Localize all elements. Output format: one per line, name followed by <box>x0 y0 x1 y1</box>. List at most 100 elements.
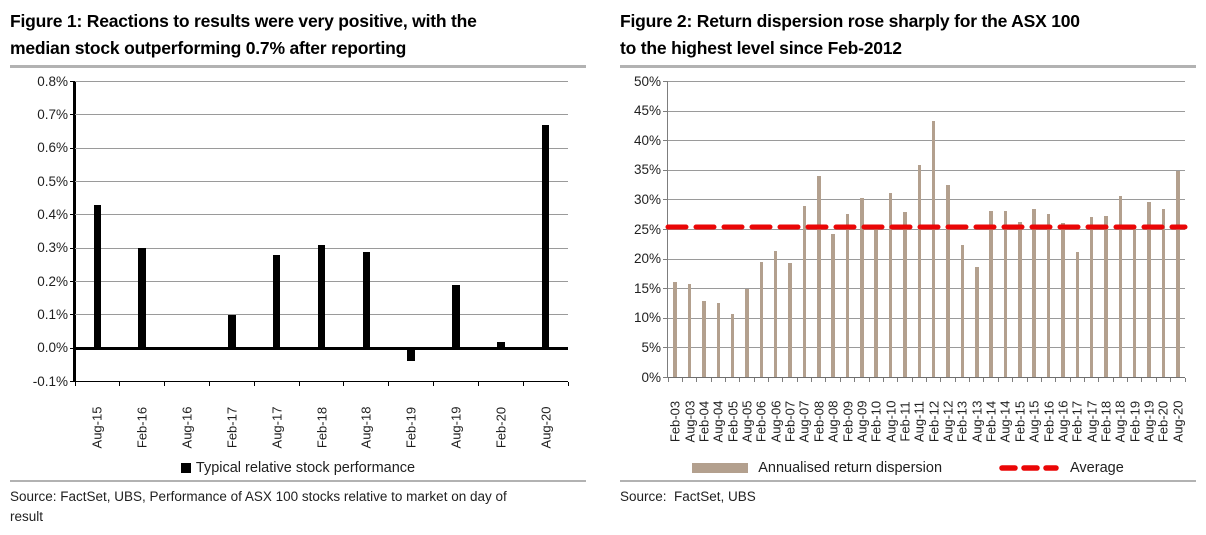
x-tick-mark <box>1026 377 1028 382</box>
x-tick-label: Aug-03 <box>682 400 698 442</box>
figure1-title: Figure 1: Reactions to results were very… <box>10 11 477 58</box>
y-tick-label: 0.3% <box>37 240 68 256</box>
x-tick-mark <box>1098 377 1100 382</box>
x-tick-label: Feb-18 <box>314 406 329 448</box>
x-tick-mark <box>782 377 784 382</box>
x-tick-label: Aug-06 <box>768 400 784 442</box>
figure1-foot-rule <box>10 479 586 482</box>
x-tick-label: Feb-06 <box>753 400 769 442</box>
bar-Aug-18 <box>362 251 371 349</box>
gridline <box>668 258 1185 260</box>
x-tick-label: Feb-20 <box>1155 400 1171 442</box>
x-tick-mark <box>681 377 683 382</box>
x-tick-label: Feb-19 <box>1127 400 1143 442</box>
figure2-chart: 50% 45% 40% 35% 30% 25% 20% 15% 10% 5% 0% Feb-03 Aug… <box>634 74 1196 450</box>
x-tick-label: Aug-19 <box>448 406 464 448</box>
y-tick-mark <box>663 258 668 260</box>
y-tick-label: -0.1% <box>32 373 68 389</box>
bar-Feb-12 <box>931 121 936 378</box>
x-tick-mark <box>164 381 166 386</box>
bar-Feb-06 <box>759 262 764 378</box>
bar-Feb-19 <box>1132 227 1137 378</box>
y-tick-mark <box>70 314 75 316</box>
y-tick-label: 5% <box>641 339 661 355</box>
y-tick-mark <box>663 347 668 349</box>
legend-swatch-bar <box>692 462 749 473</box>
legend-label-average: Average <box>1070 459 1124 476</box>
x-tick-mark <box>839 377 841 382</box>
x-tick-mark <box>710 377 712 382</box>
bar-Feb-05 <box>730 314 735 378</box>
legend-label: Typical relative stock performance <box>195 459 416 476</box>
x-tick-mark <box>1083 377 1085 382</box>
gridline <box>668 317 1185 319</box>
y-tick-mark <box>663 288 668 290</box>
bar-Feb-18 <box>1104 215 1108 378</box>
y-tick-label: 30% <box>633 191 661 207</box>
y-tick-mark <box>663 110 668 112</box>
x-tick-label: Feb-04 <box>696 400 712 442</box>
x-tick-mark <box>724 377 726 382</box>
bar-Aug-07 <box>802 205 807 378</box>
bar-Aug-03 <box>687 283 692 378</box>
legend-swatch-average-dash <box>999 464 1059 471</box>
bar-Aug-20 <box>541 124 550 349</box>
bar-Aug-18 <box>1118 196 1123 378</box>
y-tick-mark <box>70 347 75 349</box>
x-tick-mark <box>911 377 913 382</box>
bar-Feb-07 <box>788 263 792 378</box>
figure2-legend: Annualised return dispersion Average <box>620 458 1196 478</box>
x-tick-mark <box>477 381 479 386</box>
y-tick-label: 25% <box>633 221 661 237</box>
x-tick-label: Aug-15 <box>1026 400 1042 442</box>
bar-Aug-19 <box>452 284 460 349</box>
gridline <box>75 147 568 149</box>
x-tick-mark <box>997 377 999 382</box>
y-tick-label: 0.1% <box>37 306 68 322</box>
x-tick-label: Feb-09 <box>840 400 855 442</box>
x-tick-label: Feb-17 <box>224 406 240 448</box>
y-tick-mark <box>663 169 668 171</box>
figure1-chart: 0.8% 0.7% 0.6% 0.5% 0.4% 0.3% 0.2% 0.1% 0.0% -0.1… <box>33 74 586 454</box>
y-tick-mark <box>70 281 75 282</box>
y-tick-label: 20% <box>633 251 661 267</box>
y-tick-mark <box>70 247 75 249</box>
y-tick-mark <box>70 214 75 216</box>
y-tick-label: 0.8% <box>37 73 68 89</box>
x-tick-mark <box>897 377 899 382</box>
x-tick-label: Aug-18 <box>1112 400 1128 442</box>
x-tick-label: Feb-05 <box>725 400 741 442</box>
y-tick-mark <box>663 81 668 82</box>
bar-Aug-05 <box>745 288 749 378</box>
bar-Aug-08 <box>831 233 835 378</box>
x-tick-label: Feb-17 <box>1069 400 1085 442</box>
x-tick-label: Feb-08 <box>811 400 827 442</box>
y-tick-label: 45% <box>633 103 661 119</box>
figure1-plot: 0.8% 0.7% 0.6% 0.5% 0.4% 0.3% 0.2% 0.1% 0.0% -0.1… <box>33 74 569 448</box>
y-tick-label: 40% <box>633 132 661 148</box>
x-tick-label: Aug-17 <box>269 406 285 448</box>
figure2-panel: Figure 2: Return dispersion rose sharply… <box>620 8 1196 507</box>
figure1-legend: Typical relative stock performance <box>10 458 586 478</box>
x-tick-mark <box>1127 377 1129 382</box>
x-tick-mark <box>433 381 435 386</box>
x-tick-mark <box>298 381 300 386</box>
x-tick-mark <box>868 377 870 382</box>
bar-Feb-13 <box>960 245 965 378</box>
bar-Aug-12 <box>946 185 950 378</box>
bar-Aug-16 <box>183 346 191 349</box>
figure2-title: Figure 2: Return dispersion rose sharply… <box>620 11 1080 58</box>
y-tick-label: 0.6% <box>37 140 68 156</box>
x-tick-label: Aug-18 <box>358 406 374 448</box>
x-tick-label: Aug-08 <box>825 400 841 442</box>
bar-Aug-14 <box>1003 210 1008 378</box>
y-axis-line <box>73 81 76 382</box>
x-tick-mark <box>1184 377 1186 382</box>
x-tick-mark <box>940 377 942 382</box>
bar-Aug-17 <box>1089 217 1094 378</box>
bar-Aug-17 <box>272 254 281 349</box>
x-tick-mark <box>969 377 971 382</box>
y-tick-label: 0.7% <box>37 106 68 122</box>
bar-Feb-16 <box>1046 214 1051 378</box>
bar-Feb-20 <box>497 341 505 349</box>
